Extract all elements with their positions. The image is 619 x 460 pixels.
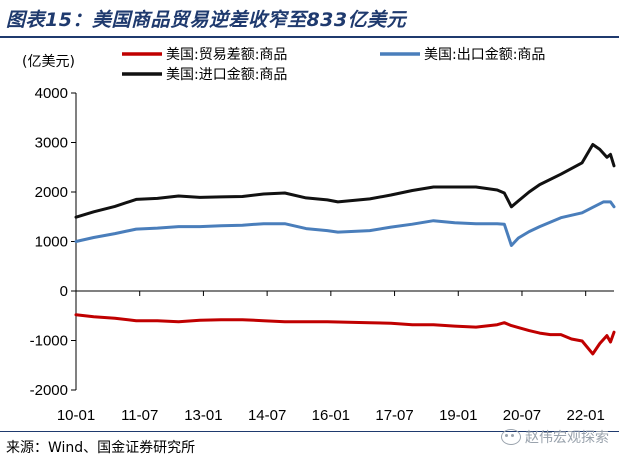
chart-axes: -2000 -1000 0 1000 2000 3000 4000 10-01 11-07 13-…	[30, 85, 614, 424]
x-tick-label: 14-07	[248, 407, 286, 424]
figure-title: 图表15：美国商品贸易逆差收窄至833亿美元	[6, 9, 407, 31]
title-underline	[0, 36, 619, 38]
y-tick-label: 1000	[35, 234, 68, 251]
y-tick-label: 0	[60, 283, 68, 300]
y-tick-label: 3000	[35, 135, 68, 152]
chart-series	[74, 143, 616, 356]
x-tick-label: 20-07	[503, 407, 541, 424]
wechat-icon	[501, 429, 521, 445]
x-tick-label: 19-01	[439, 407, 477, 424]
y-axis-unit-label: (亿美元)	[22, 54, 75, 70]
x-tick-label: 13-01	[184, 407, 222, 424]
source-note: 来源：Wind、国金证券研究所	[6, 440, 196, 456]
source-divider	[0, 431, 619, 432]
series-line-1	[74, 200, 616, 247]
watermark-text: 赵伟宏观探索	[525, 430, 609, 446]
series-line-2	[74, 143, 616, 219]
x-tick-label: 11-07	[121, 407, 158, 424]
legend-label-0: 美国:贸易差额:商品	[166, 47, 287, 63]
y-tick-label: 4000	[35, 85, 68, 102]
x-tick-label: 10-01	[57, 407, 95, 424]
y-tick-label: 2000	[35, 184, 68, 201]
x-tick-label: 22-01	[566, 407, 604, 424]
x-tick-label: 17-07	[375, 407, 413, 424]
y-tick-label: -1000	[30, 333, 68, 350]
x-tick-label: 16-01	[312, 407, 350, 424]
series-line-0	[74, 313, 616, 356]
legend-label-1: 美国:出口金额:商品	[424, 47, 545, 63]
legend-label-2: 美国:进口金额:商品	[166, 67, 287, 83]
y-tick-label: -2000	[30, 382, 68, 399]
watermark: 赵伟宏观探索	[501, 427, 609, 447]
